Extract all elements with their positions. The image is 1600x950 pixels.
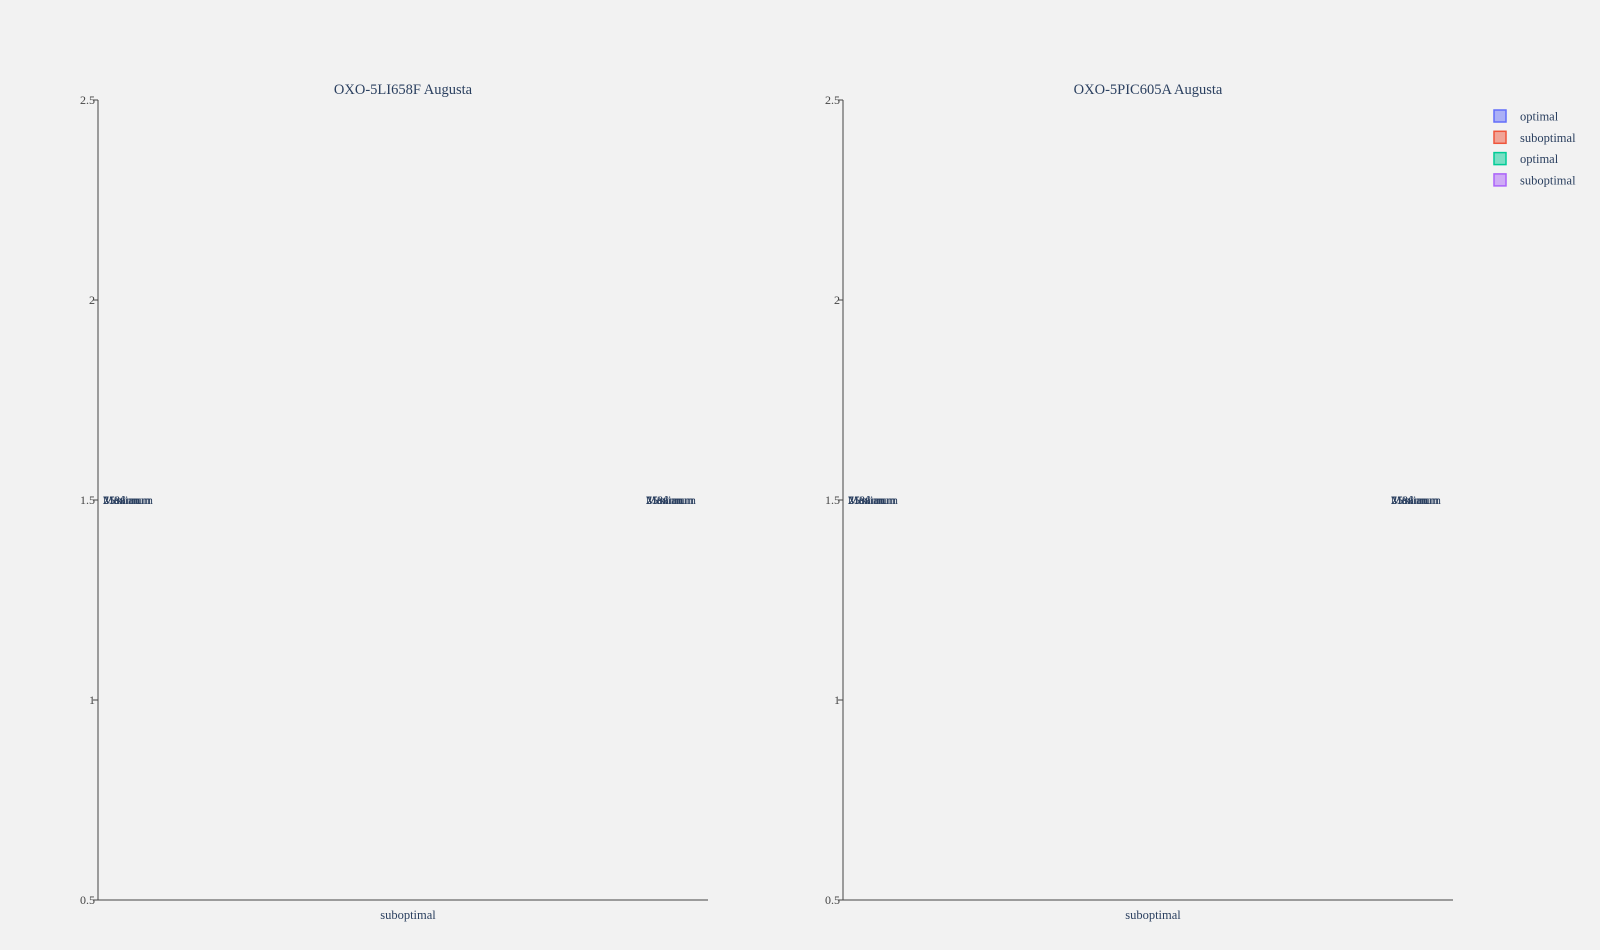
annotation-label: 25% <box>1391 493 1413 507</box>
annotation-label: Minimum <box>646 493 695 507</box>
subplot-2: 0.5 1 1.5 2 2.5 OXO-5PIC605A Augusta suboptima… <box>825 82 1453 922</box>
annotation-label: Minimum <box>103 493 152 507</box>
annotation-label: Maximum <box>848 493 899 507</box>
y-tick-label: 2.5 <box>80 93 95 107</box>
legend-swatch <box>1493 151 1507 166</box>
legend-label: optimal <box>1520 152 1559 166</box>
y-tick-label: 1.5 <box>825 493 840 507</box>
y-tick-label: 2 <box>89 293 95 307</box>
annotation-label: 25% <box>103 493 125 507</box>
annotation-label: 25% <box>646 493 668 507</box>
legend-label: optimal <box>1520 110 1559 124</box>
annotation-label: Maximum <box>646 493 697 507</box>
subplot-title: OXO-5LI658F Augusta <box>334 82 473 98</box>
y-tick-label: 0.5 <box>825 893 840 907</box>
legend-label: suboptimal <box>1520 173 1576 187</box>
annotation-label: Median <box>646 493 683 507</box>
legend-swatch <box>1493 109 1507 123</box>
annotation-label: 75% <box>103 493 125 507</box>
annotation-label: Minimum <box>848 493 897 507</box>
x-category-label: suboptimal <box>1125 908 1181 922</box>
x-category-label: suboptimal <box>380 908 436 922</box>
y-tick-label: 1 <box>89 693 95 707</box>
annotation-label: 75% <box>646 493 668 507</box>
legend: optimal suboptimal optimal suboptimal <box>1493 109 1576 187</box>
annotation-label: 75% <box>848 493 870 507</box>
annotation-label: Minimum <box>1391 493 1440 507</box>
y-tick-label: 0.5 <box>80 893 95 907</box>
legend-label: suboptimal <box>1520 131 1576 145</box>
subplot-title: OXO-5PIC605A Augusta <box>1074 82 1223 98</box>
y-tick-label: 2.5 <box>825 93 840 107</box>
y-tick-label: 1.5 <box>80 493 95 507</box>
legend-item[interactable]: suboptimal <box>1493 130 1576 145</box>
annotation-label: 25% <box>848 493 870 507</box>
subplots: 0.5 1 1.5 2 2.5 OXO-5LI658F Augusta suboptimal… <box>80 82 1453 922</box>
legend-swatch <box>1493 130 1507 145</box>
y-tick-label: 2 <box>834 293 840 307</box>
annotation-label: 75% <box>1391 493 1413 507</box>
subplot-1: 0.5 1 1.5 2 2.5 OXO-5LI658F Augusta suboptimal… <box>80 82 708 922</box>
annotation-label: Maximum <box>103 493 154 507</box>
annotation-label: Median <box>848 493 885 507</box>
annotation-label: Median <box>103 493 140 507</box>
legend-swatch <box>1493 173 1507 187</box>
legend-item[interactable]: optimal <box>1493 151 1559 166</box>
annotation-label: Median <box>1391 493 1428 507</box>
legend-item[interactable]: optimal <box>1493 109 1559 124</box>
annotation-label: Maximum <box>1391 493 1442 507</box>
y-tick-label: 1 <box>834 693 840 707</box>
legend-item[interactable]: suboptimal <box>1493 173 1576 187</box>
